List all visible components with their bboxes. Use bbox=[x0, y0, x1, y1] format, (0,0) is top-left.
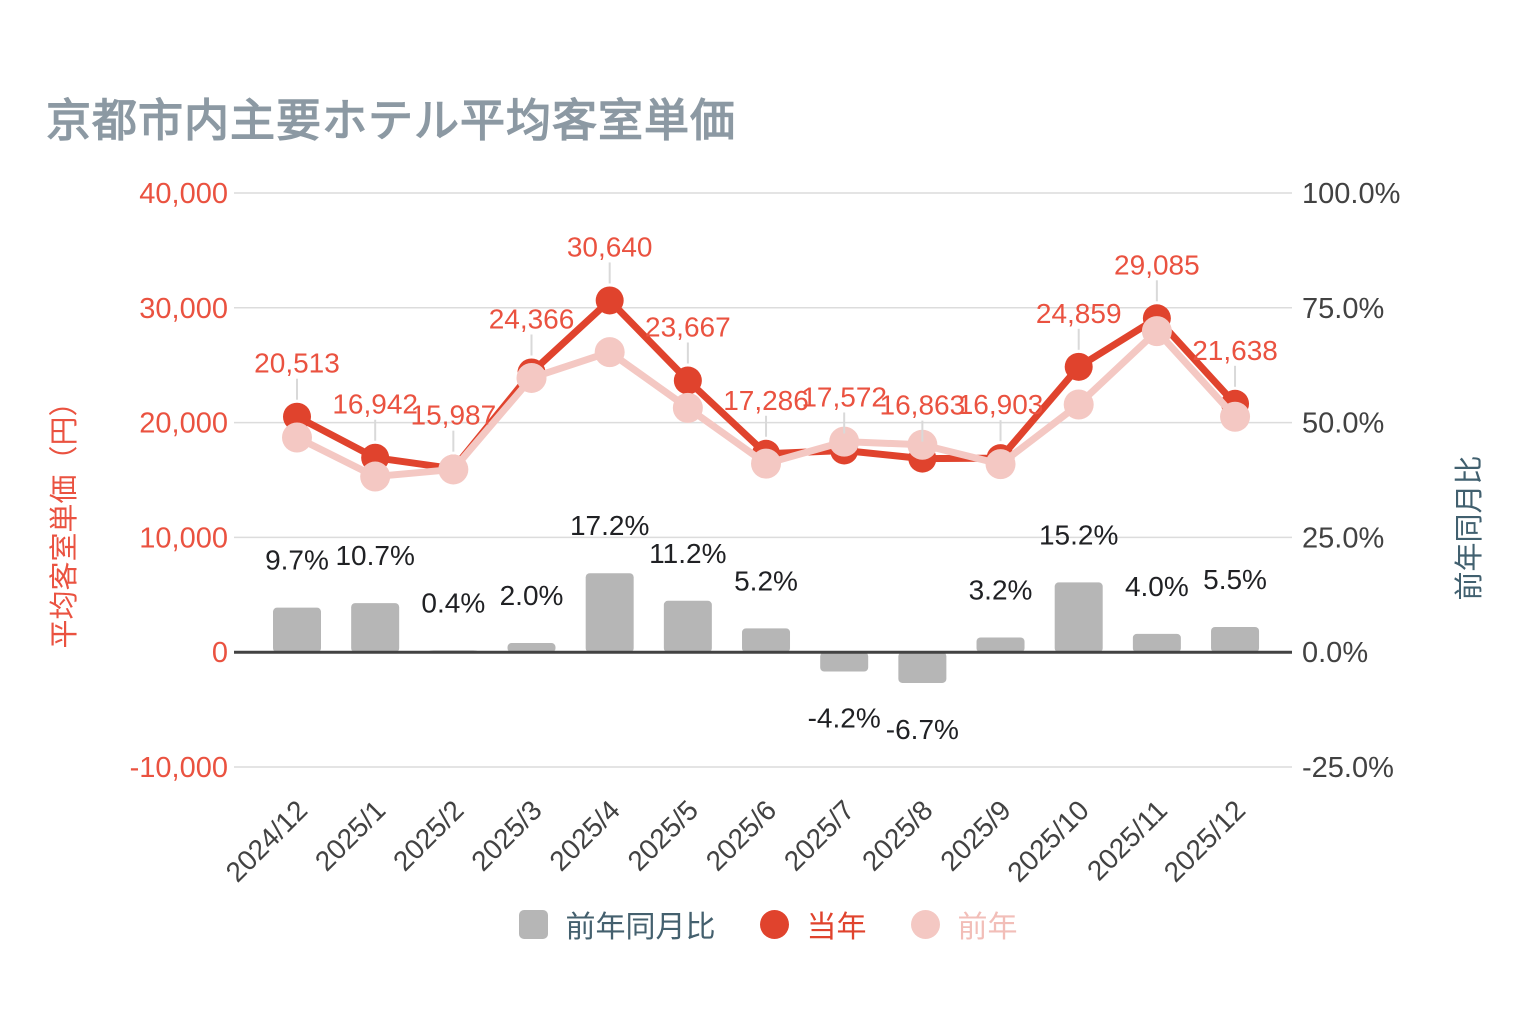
right-axis-tick: -25.0% bbox=[1302, 752, 1394, 784]
line-data-label: 24,366 bbox=[489, 303, 575, 334]
marker-current bbox=[595, 286, 624, 315]
x-axis-tick: 2025/3 bbox=[465, 794, 547, 876]
bar bbox=[1054, 582, 1103, 653]
left-axis-tick: 40,000 bbox=[139, 178, 228, 210]
bar-label: 3.2% bbox=[969, 575, 1033, 606]
bar bbox=[976, 637, 1025, 653]
marker-previous bbox=[360, 461, 391, 492]
marker-previous bbox=[1063, 389, 1094, 420]
marker-previous bbox=[516, 362, 547, 393]
x-axis-tick: 2025/4 bbox=[543, 794, 625, 876]
marker-previous bbox=[672, 392, 703, 423]
left-axis-tick: 20,000 bbox=[139, 408, 228, 440]
legend-item-current: 当年 bbox=[759, 902, 867, 946]
line-data-label: 23,667 bbox=[645, 312, 731, 343]
bar bbox=[663, 600, 712, 653]
x-axis-tick: 2025/12 bbox=[1158, 794, 1251, 887]
left-axis-tick: 10,000 bbox=[139, 522, 228, 554]
page-title: 京都市内主要ホテル平均客室単価 bbox=[46, 95, 737, 146]
bar-label: 17.2% bbox=[570, 510, 649, 541]
marker-previous bbox=[751, 448, 782, 479]
right-axis-tick: 25.0% bbox=[1302, 522, 1384, 554]
right-axis-tick: 50.0% bbox=[1302, 408, 1384, 440]
x-axis-tick: 2025/6 bbox=[700, 794, 782, 876]
line-data-label: 15,987 bbox=[411, 400, 497, 431]
legend-circle-icon-current bbox=[759, 909, 789, 939]
bar-label: -4.2% bbox=[808, 702, 881, 733]
x-axis-tick: 2025/7 bbox=[778, 794, 860, 876]
line-data-label: 20,513 bbox=[254, 348, 340, 379]
line-data-label: 16,903 bbox=[958, 389, 1044, 420]
right-axis-tick: 75.0% bbox=[1302, 293, 1384, 325]
line-data-label: 17,572 bbox=[801, 381, 887, 412]
left-axis-tick: -10,000 bbox=[130, 752, 228, 784]
marker-previous bbox=[438, 454, 469, 485]
legend-item-yoy: 前年同月比 bbox=[518, 902, 716, 946]
line-data-label: 30,640 bbox=[567, 231, 653, 262]
bar bbox=[1132, 633, 1181, 653]
marker-previous bbox=[907, 429, 938, 460]
bar-label: 5.5% bbox=[1203, 564, 1267, 595]
bar-label: -6.7% bbox=[886, 714, 959, 745]
legend-label-current: 当年 bbox=[806, 911, 867, 944]
line-data-label: 29,085 bbox=[1114, 249, 1200, 280]
bar bbox=[742, 628, 791, 653]
line-data-label: 21,638 bbox=[1192, 335, 1278, 366]
left-axis-title: 平均客室単価（円） bbox=[49, 387, 81, 649]
line-data-label: 16,863 bbox=[880, 390, 966, 421]
bar bbox=[351, 603, 400, 653]
marker-current bbox=[1064, 352, 1093, 381]
left-axis-tick: 0 bbox=[212, 637, 228, 669]
bar-label: 15.2% bbox=[1039, 519, 1118, 550]
bar-label: 5.2% bbox=[734, 565, 798, 596]
legend-label-yoy: 前年同月比 bbox=[565, 911, 716, 944]
bar bbox=[1211, 626, 1260, 653]
legend-circle-icon-previous bbox=[910, 909, 940, 939]
x-axis-tick: 2025/2 bbox=[387, 794, 469, 876]
bar-label: 11.2% bbox=[649, 538, 726, 569]
bar bbox=[898, 652, 947, 683]
x-axis-tick: 2025/10 bbox=[1001, 794, 1094, 887]
bar-label: 4.0% bbox=[1125, 571, 1189, 602]
x-axis-tick: 2025/8 bbox=[856, 794, 938, 876]
line-data-label: 16,942 bbox=[332, 389, 418, 420]
marker-previous bbox=[1220, 401, 1251, 432]
marker-previous bbox=[594, 337, 625, 368]
legend-label-previous: 前年 bbox=[957, 911, 1018, 944]
marker-previous bbox=[282, 422, 312, 453]
bar-label: 2.0% bbox=[500, 580, 564, 611]
marker-previous bbox=[829, 426, 860, 457]
x-axis-tick: 2025/11 bbox=[1081, 794, 1173, 886]
right-axis-title: 前年同月比 bbox=[1454, 455, 1486, 601]
bar bbox=[820, 652, 869, 672]
legend: 前年同月比 当年 前年 bbox=[0, 902, 1536, 946]
legend-item-previous: 前年 bbox=[910, 902, 1018, 946]
bar bbox=[507, 643, 556, 653]
bar-label: 0.4% bbox=[421, 587, 485, 618]
marker-previous bbox=[1141, 316, 1172, 347]
right-axis-tick: 0.0% bbox=[1302, 637, 1368, 669]
x-axis-tick: 2025/5 bbox=[622, 794, 704, 876]
x-axis-tick: 2025/1 bbox=[309, 794, 391, 876]
right-axis-tick: 100.0% bbox=[1302, 178, 1400, 210]
line-data-label: 17,286 bbox=[723, 385, 809, 416]
x-axis-tick: 2024/12 bbox=[220, 794, 313, 887]
bar bbox=[585, 573, 634, 653]
bar-label: 10.7% bbox=[335, 540, 414, 571]
marker-current bbox=[673, 366, 702, 395]
marker-current bbox=[283, 402, 311, 431]
bar-label: 9.7% bbox=[265, 545, 329, 576]
line-data-label: 24,859 bbox=[1036, 298, 1122, 329]
bar bbox=[273, 607, 321, 653]
marker-previous bbox=[985, 449, 1016, 480]
left-axis-tick: 30,000 bbox=[139, 293, 228, 325]
legend-square-icon bbox=[518, 909, 548, 939]
